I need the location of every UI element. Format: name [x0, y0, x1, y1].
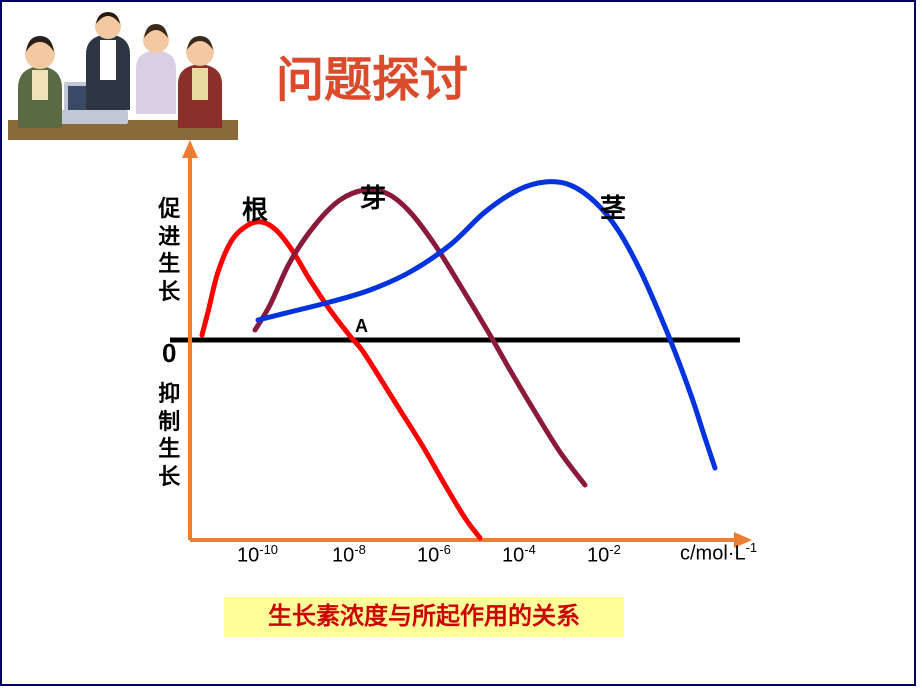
x-tick: 10-10: [237, 542, 278, 568]
chart-svg: [140, 140, 780, 560]
people-illustration: [8, 10, 238, 150]
x-tick: 10-8: [332, 542, 366, 568]
y-label-inhibit: 抑制生长: [156, 380, 182, 490]
point-label-A: A: [355, 316, 368, 337]
x-axis-label: c/mol·L-1: [680, 540, 757, 566]
x-tick: 10-2: [587, 542, 621, 568]
zero-label: 0: [162, 338, 176, 369]
curves-group: [202, 182, 715, 538]
chart-caption: 生长素浓度与所起作用的关系: [224, 597, 624, 637]
curve-root: [202, 222, 480, 538]
series-label-stem: 茎: [600, 188, 626, 225]
y-label-promote: 促进生长: [156, 195, 182, 305]
slide-title: 问题探讨: [276, 40, 468, 110]
y-axis-arrow: [182, 140, 198, 158]
x-tick: 10-4: [502, 542, 536, 568]
series-label-bud: 芽: [360, 178, 386, 215]
series-label-root: 根: [242, 190, 268, 227]
people-svg: [8, 10, 238, 150]
x-tick: 10-6: [417, 542, 451, 568]
chart-area: 促进生长 抑制生长 0 根 芽 茎 A 10-1010-810-610-410-…: [140, 140, 780, 560]
